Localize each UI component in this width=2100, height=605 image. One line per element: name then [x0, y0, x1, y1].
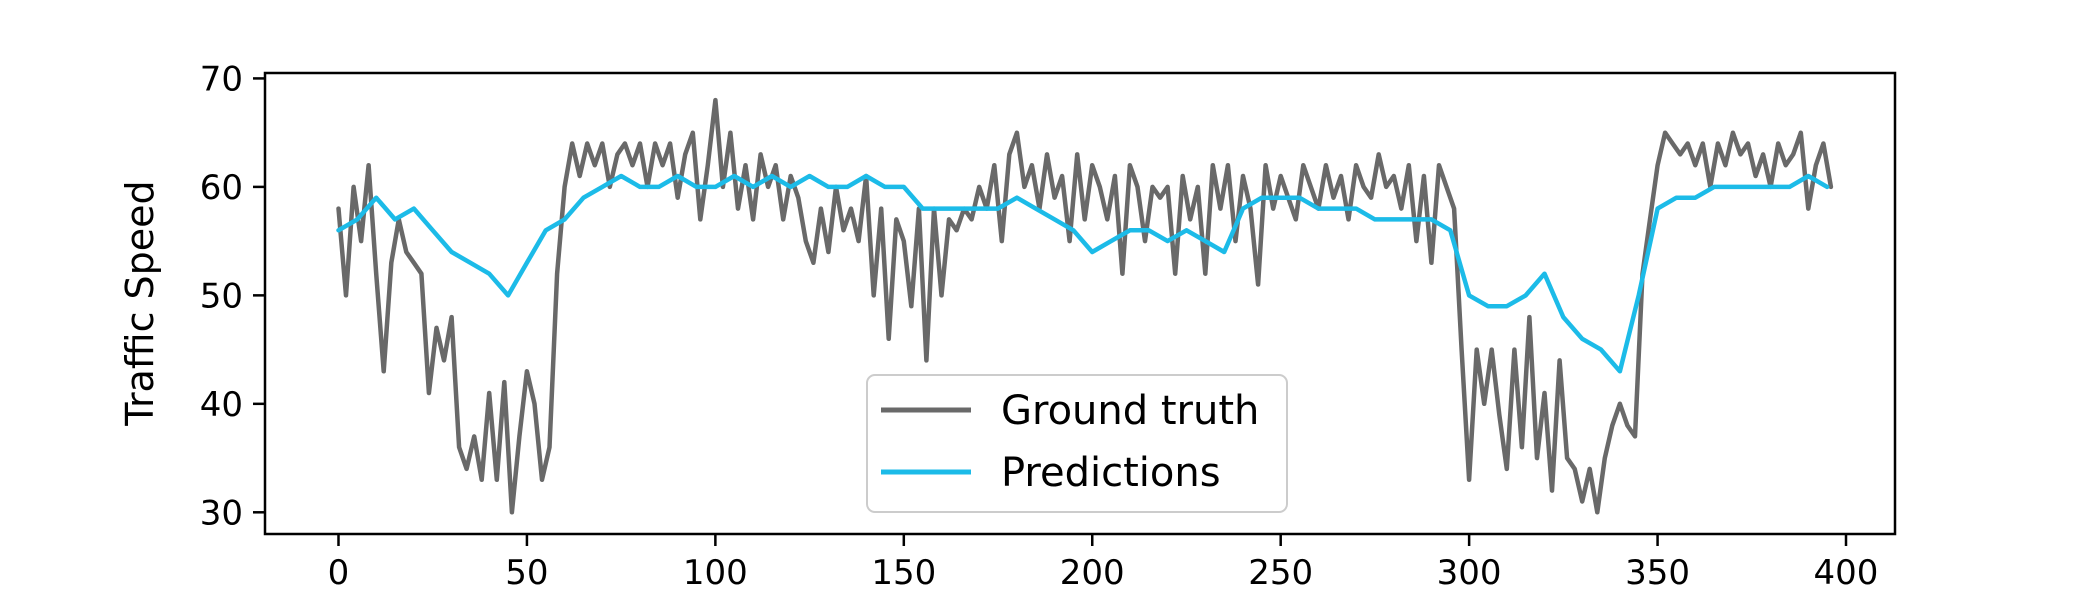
y-tick-label: 40	[200, 385, 243, 425]
y-tick-label: 60	[200, 168, 243, 208]
x-tick-label: 400	[1814, 553, 1879, 593]
y-tick-label: 30	[200, 493, 243, 533]
y-axis-label: Traffic Speed	[118, 180, 162, 426]
x-axis: 0 50 100 150 200 250 300 350 400	[328, 534, 1879, 593]
y-tick-label: 70	[200, 59, 243, 99]
y-axis: 30 40 50 60 70	[200, 59, 265, 533]
y-tick-label: 50	[200, 276, 243, 316]
series-line-predictions	[336, 173, 1830, 374]
x-tick-label: 0	[328, 553, 350, 593]
series-layer	[336, 97, 1834, 515]
x-tick-label: 150	[871, 553, 936, 593]
legend-box	[866, 374, 1288, 513]
series-line-ground-truth	[336, 97, 1834, 515]
x-tick-label: 100	[683, 553, 748, 593]
plot-frame	[263, 71, 1897, 536]
x-tick-label: 250	[1248, 553, 1313, 593]
x-tick-label: 200	[1060, 553, 1125, 593]
x-tick-label: 350	[1625, 553, 1690, 593]
x-tick-label: 300	[1437, 553, 1502, 593]
x-tick-label: 50	[505, 553, 548, 593]
legend-label-ground-truth: Ground truth	[1001, 388, 1259, 434]
legend: Ground truth Predictions	[866, 374, 1288, 513]
legend-label-predictions: Predictions	[1001, 450, 1221, 496]
